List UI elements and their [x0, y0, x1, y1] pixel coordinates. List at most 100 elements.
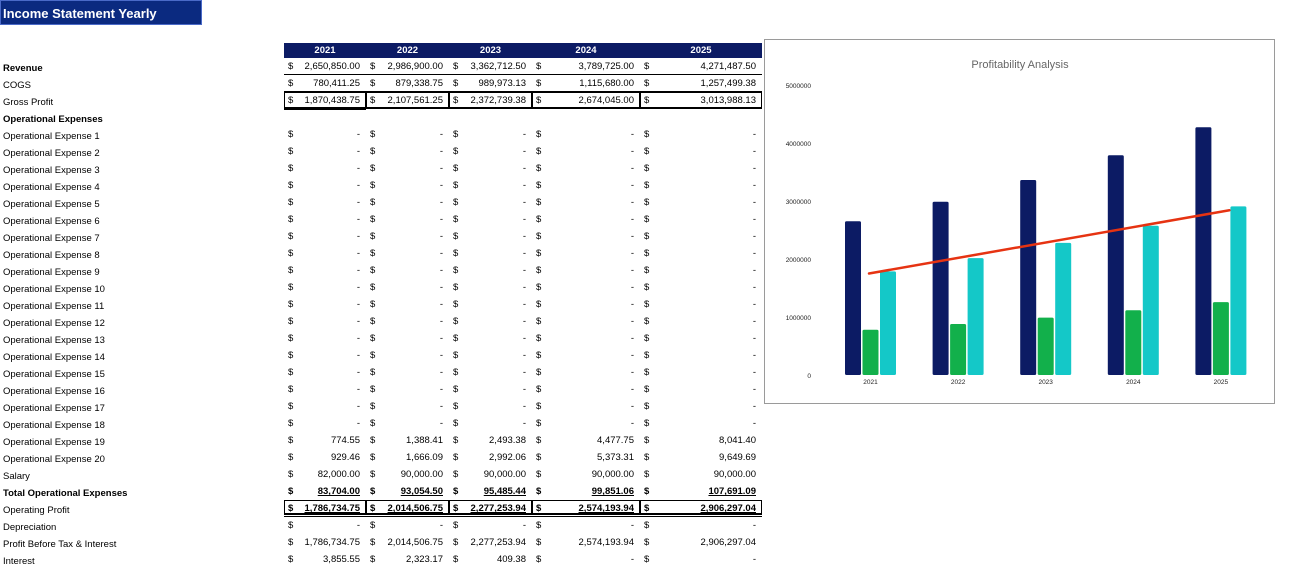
table-cell[interactable]: $ -	[366, 296, 449, 313]
table-cell[interactable]: $ -	[284, 364, 366, 381]
table-cell[interactable]: $ -	[284, 245, 366, 262]
table-cell[interactable]: $ -	[366, 177, 449, 194]
table-cell[interactable]: $ -	[284, 177, 366, 194]
table-cell[interactable]: $2,372,739.38	[449, 92, 532, 109]
table-cell[interactable]: $ -	[640, 177, 762, 194]
table-cell[interactable]: $ -	[532, 211, 640, 228]
table-cell[interactable]: $ -	[284, 160, 366, 177]
table-cell[interactable]: $ -	[449, 262, 532, 279]
table-cell[interactable]	[284, 109, 366, 126]
table-cell[interactable]: $989,973.13	[449, 75, 532, 92]
table-cell[interactable]: $2,107,561.25	[366, 92, 449, 109]
table-cell[interactable]: $ -	[532, 160, 640, 177]
table-cell[interactable]: $409.38	[449, 551, 532, 568]
table-cell[interactable]: $ -	[532, 415, 640, 432]
table-cell[interactable]	[366, 109, 449, 126]
table-cell[interactable]: $90,000.00	[532, 466, 640, 483]
table-cell[interactable]: $ -	[366, 415, 449, 432]
table-cell[interactable]: $ -	[449, 160, 532, 177]
table-cell[interactable]: $ -	[284, 262, 366, 279]
table-cell[interactable]: $ -	[532, 313, 640, 330]
table-cell[interactable]: $ -	[532, 143, 640, 160]
table-cell[interactable]: $4,477.75	[532, 432, 640, 449]
table-cell[interactable]: $2,674,045.00	[532, 92, 640, 109]
table-cell[interactable]: $107,691.09	[640, 483, 762, 500]
table-cell[interactable]: $ -	[284, 279, 366, 296]
table-cell[interactable]: $1,666.09	[366, 449, 449, 466]
table-cell[interactable]: $90,000.00	[449, 466, 532, 483]
table-cell[interactable]: $90,000.00	[366, 466, 449, 483]
table-cell[interactable]: $ -	[532, 126, 640, 143]
table-cell[interactable]: $ -	[640, 313, 762, 330]
table-cell[interactable]	[640, 109, 762, 126]
table-cell[interactable]: $ -	[532, 330, 640, 347]
table-cell[interactable]: $ -	[640, 143, 762, 160]
table-cell[interactable]: $ -	[532, 347, 640, 364]
table-cell[interactable]: $2,906,297.04	[640, 534, 762, 551]
table-cell[interactable]: $ -	[366, 381, 449, 398]
table-cell[interactable]: $ -	[640, 228, 762, 245]
table-cell[interactable]: $5,373.31	[532, 449, 640, 466]
table-cell[interactable]: $ -	[640, 381, 762, 398]
year-header-2024[interactable]: 2024	[575, 45, 597, 56]
table-cell[interactable]: $ -	[449, 228, 532, 245]
table-cell[interactable]: $ -	[532, 517, 640, 534]
profitability-chart[interactable]: Profitability Analysis 0 1000000 2000000 300…	[764, 39, 1275, 404]
table-cell[interactable]: $ -	[366, 160, 449, 177]
table-cell[interactable]: $2,493.38	[449, 432, 532, 449]
table-cell[interactable]: $ -	[640, 551, 762, 568]
table-cell[interactable]: $ -	[449, 143, 532, 160]
table-cell[interactable]: $ -	[366, 245, 449, 262]
table-cell[interactable]: $2,277,253.94	[449, 534, 532, 551]
table-cell[interactable]: $ -	[532, 177, 640, 194]
table-cell[interactable]: $ -	[640, 160, 762, 177]
table-cell[interactable]: $ -	[532, 245, 640, 262]
table-cell[interactable]: $ -	[449, 194, 532, 211]
table-cell[interactable]: $ -	[449, 517, 532, 534]
table-cell[interactable]: $1,115,680.00	[532, 75, 640, 92]
table-cell[interactable]: $ -	[532, 364, 640, 381]
table-cell[interactable]: $ -	[449, 415, 532, 432]
table-cell[interactable]: $ -	[449, 296, 532, 313]
table-cell[interactable]: $3,362,712.50	[449, 58, 532, 75]
table-cell[interactable]: $83,704.00	[284, 483, 366, 500]
table-cell[interactable]: $2,906,297.04	[640, 500, 762, 517]
table-cell[interactable]: $ -	[366, 364, 449, 381]
table-cell[interactable]: $1,257,499.38	[640, 75, 762, 92]
table-cell[interactable]: $1,870,438.75	[284, 92, 366, 109]
year-header-2025[interactable]: 2025	[690, 45, 712, 56]
table-cell[interactable]	[449, 109, 532, 126]
table-cell[interactable]: $ -	[640, 347, 762, 364]
table-cell[interactable]: $ -	[640, 126, 762, 143]
table-cell[interactable]: $ -	[449, 364, 532, 381]
table-cell[interactable]: $82,000.00	[284, 466, 366, 483]
table-cell[interactable]: $ -	[366, 398, 449, 415]
table-cell[interactable]: $ -	[284, 415, 366, 432]
table-cell[interactable]: $780,411.25	[284, 75, 366, 92]
table-cell[interactable]: $ -	[284, 228, 366, 245]
table-cell[interactable]: $ -	[366, 279, 449, 296]
table-cell[interactable]: $90,000.00	[640, 466, 762, 483]
table-cell[interactable]: $2,574,193.94	[532, 500, 640, 517]
table-cell[interactable]: $2,986,900.00	[366, 58, 449, 75]
table-cell[interactable]: $2,650,850.00	[284, 58, 366, 75]
table-cell[interactable]: $ -	[366, 262, 449, 279]
table-cell[interactable]: $2,992.06	[449, 449, 532, 466]
table-cell[interactable]: $929.46	[284, 449, 366, 466]
table-cell[interactable]: $ -	[449, 381, 532, 398]
table-cell[interactable]: $ -	[449, 126, 532, 143]
table-cell[interactable]: $ -	[284, 347, 366, 364]
table-cell[interactable]: $ -	[366, 126, 449, 143]
table-cell[interactable]: $ -	[284, 126, 366, 143]
table-cell[interactable]: $9,649.69	[640, 449, 762, 466]
table-cell[interactable]: $2,014,506.75	[366, 534, 449, 551]
year-header-2021[interactable]: 2021	[314, 45, 336, 56]
table-cell[interactable]: $ -	[366, 211, 449, 228]
table-cell[interactable]: $ -	[449, 398, 532, 415]
table-cell[interactable]: $ -	[532, 262, 640, 279]
table-cell[interactable]: $1,388.41	[366, 432, 449, 449]
table-cell[interactable]: $ -	[366, 313, 449, 330]
table-cell[interactable]: $ -	[640, 194, 762, 211]
table-cell[interactable]: $ -	[532, 279, 640, 296]
table-cell[interactable]: $ -	[284, 143, 366, 160]
